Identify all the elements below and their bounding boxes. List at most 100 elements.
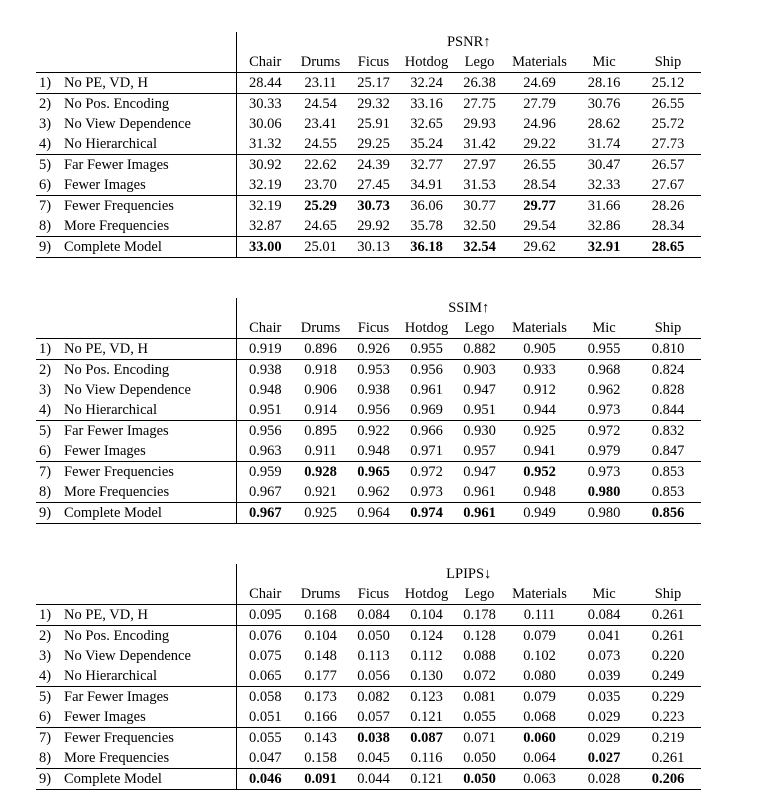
metric-value-cell: 0.967 (236, 502, 294, 524)
table-row: 5) Far Fewer Images 0.058 0.173 0.082 0.123 0.… (36, 686, 701, 707)
metric-value-cell: 0.050 (347, 625, 400, 646)
table-row: 4) No Hierarchical 0.065 0.177 0.056 0.130 0.0… (36, 666, 701, 687)
metric-value-cell: 26.38 (463, 74, 496, 91)
row-label-cell: 8) More Frequencies (36, 482, 237, 503)
metric-value-cell: 34.91 (410, 176, 443, 193)
row-number: 9) (39, 770, 52, 787)
row-label: No Hierarchical (64, 401, 157, 418)
metric-value-cell: 27.67 (651, 176, 685, 193)
metric-value-cell: 0.974 (400, 502, 453, 524)
column-header: Hotdog (400, 584, 453, 605)
column-header: Mic (573, 52, 635, 73)
metric-value-cell: 0.961 (410, 381, 443, 398)
metric-value-cell: 32.65 (410, 115, 443, 132)
table-row: 3) No View Dependence 0.075 0.148 0.113 0.112… (36, 646, 701, 666)
metric-value-cell: 0.938 (236, 359, 294, 380)
row-number: 8) (39, 749, 52, 766)
row-label-cell: 9) Complete Model (36, 768, 237, 790)
metric-value-cell: 28.34 (651, 217, 685, 234)
metric-value-cell: 0.952 (506, 461, 573, 482)
table-row: 6) Fewer Images 0.051 0.166 0.057 0.121 0.055 0… (36, 707, 701, 728)
row-number: 6) (39, 708, 52, 725)
metric-value-cell: 0.922 (347, 420, 400, 441)
metric-value-cell: 23.70 (304, 176, 337, 193)
metric-value-cell: 25.17 (357, 74, 390, 91)
row-label: No View Dependence (64, 115, 191, 132)
metric-value-cell: 32.24 (410, 74, 443, 91)
row-number: 7) (39, 729, 52, 746)
metric-value-cell: 30.77 (453, 195, 506, 216)
metric-value-cell: 0.047 (248, 749, 282, 766)
row-label: No View Dependence (64, 381, 191, 398)
column-header: Chair (236, 318, 294, 339)
metric-value-cell: 0.964 (347, 502, 400, 524)
metric-value-cell: 0.968 (573, 359, 635, 380)
metric-value-cell: 0.882 (463, 340, 496, 357)
metric-value-cell: 0.079 (506, 625, 573, 646)
metric-value-cell: 0.965 (347, 461, 400, 482)
metric-value-cell: 29.25 (357, 135, 390, 152)
metric-value-cell: 30.47 (573, 154, 635, 175)
row-number: 3) (39, 115, 52, 132)
metric-value-cell: 29.54 (523, 217, 556, 234)
row-label-cell: 5) Far Fewer Images (36, 154, 237, 175)
table-row: 2) No Pos. Encoding 0.076 0.104 0.050 0.124 0.… (36, 625, 701, 646)
table-row: 3) No View Dependence 30.06 23.41 25.91 32.65… (36, 114, 701, 134)
metric-value-cell: 0.073 (587, 647, 621, 664)
metric-value-cell: 0.173 (294, 686, 347, 707)
metric-value-cell: 0.168 (304, 606, 337, 623)
row-label-cell: 4) No Hierarchical (36, 400, 237, 421)
metric-value-cell: 25.12 (651, 74, 685, 91)
metric-value-cell: 32.54 (453, 236, 506, 258)
row-number: 6) (39, 442, 52, 459)
table-header-row: Chair Drums Ficus Hotdog Lego Materials Mic Shi… (36, 584, 701, 605)
metric-value-cell: 0.071 (453, 727, 506, 748)
table-row: 9) Complete Model 0.046 0.091 0.044 0.121 0.05… (36, 768, 701, 790)
metric-value-cell: 29.92 (357, 217, 390, 234)
metric-value-cell: 24.96 (523, 115, 556, 132)
metric-value-cell: 24.54 (294, 93, 347, 114)
row-label: No PE, VD, H (64, 606, 148, 623)
row-label-cell: 6) Fewer Images (36, 707, 237, 728)
metric-value-cell: 0.973 (587, 401, 621, 418)
metric-value-cell: 0.028 (573, 768, 635, 790)
metric-value-cell: 0.113 (357, 647, 390, 664)
table-title: SSIM↑ (448, 299, 490, 316)
column-header: Mic (573, 584, 635, 605)
metric-value-cell: 0.068 (523, 708, 556, 725)
metric-value-cell: 0.972 (573, 420, 635, 441)
metric-value-cell: 0.050 (463, 749, 496, 766)
row-number: 4) (39, 667, 52, 684)
row-label: More Frequencies (64, 749, 170, 766)
metric-value-cell: 0.959 (236, 461, 294, 482)
column-header: Drums (294, 52, 347, 73)
metric-value-cell: 0.956 (236, 420, 294, 441)
table-row: 4) No Hierarchical 31.32 24.55 29.25 35.24 31.… (36, 134, 701, 155)
row-number: 5) (39, 688, 52, 705)
row-label: No Pos. Encoding (64, 627, 170, 644)
row-number: 5) (39, 422, 52, 439)
metric-value-cell: 0.933 (506, 359, 573, 380)
row-number: 4) (39, 135, 52, 152)
metric-value-cell: 0.925 (506, 420, 573, 441)
metric-value-cell: 0.925 (294, 502, 347, 524)
metric-value-cell: 0.962 (587, 381, 621, 398)
metric-value-cell: 0.095 (248, 606, 282, 623)
metric-value-cell: 0.057 (357, 708, 390, 725)
metric-value-cell: 0.905 (523, 340, 556, 357)
metric-value-cell: 0.229 (635, 686, 701, 707)
metric-value-cell: 0.087 (400, 727, 453, 748)
row-number: 1) (39, 340, 52, 357)
metric-value-cell: 0.029 (573, 727, 635, 748)
metric-value-cell: 0.953 (347, 359, 400, 380)
row-number: 2) (39, 627, 52, 644)
metric-value-cell: 0.948 (248, 381, 282, 398)
metric-value-cell: 0.944 (523, 401, 556, 418)
metric-value-cell: 0.966 (400, 420, 453, 441)
row-label: Fewer Images (64, 442, 146, 459)
row-number: 4) (39, 401, 52, 418)
metric-value-cell: 0.249 (651, 667, 685, 684)
metric-value-cell: 0.166 (304, 708, 337, 725)
metric-value-cell: 30.33 (236, 93, 294, 114)
